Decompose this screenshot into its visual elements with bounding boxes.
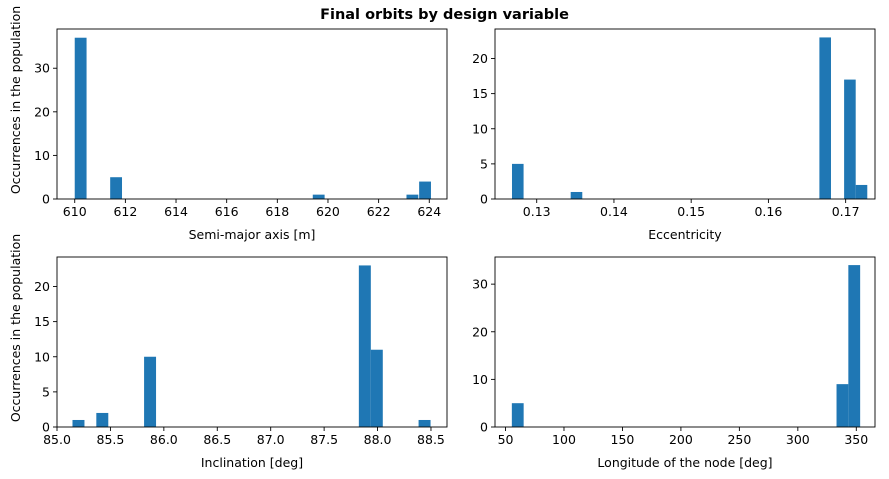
x-tick-label: 350: [844, 432, 868, 447]
x-tick-label: 0.14: [600, 204, 628, 219]
x-tick-label: 610: [63, 204, 87, 219]
y-tick-label: 0: [42, 420, 50, 435]
x-tick-label: 150: [611, 432, 635, 447]
x-tick-label: 614: [164, 204, 188, 219]
histogram-bar: [511, 163, 524, 199]
x-tick-label: 200: [669, 432, 693, 447]
y-tick-label: 20: [34, 279, 50, 294]
y-axis-label: Occurrences in the population: [8, 6, 23, 194]
figure-title: Final orbits by design variable: [320, 7, 569, 23]
y-tick-label: 20: [472, 324, 488, 339]
y-tick-label: 0: [480, 420, 488, 435]
axes-frame: [56, 256, 448, 428]
y-tick-label: 15: [34, 314, 50, 329]
axes-frame: [494, 28, 876, 200]
x-tick-label: 88.5: [417, 432, 445, 447]
histogram-bar: [74, 37, 87, 199]
x-tick-label: 616: [215, 204, 239, 219]
y-tick-label: 20: [34, 104, 50, 119]
y-tick-label: 30: [34, 61, 50, 76]
x-axis-label: Inclination [deg]: [201, 455, 303, 470]
histogram-bar: [836, 384, 849, 427]
subplot-4: 50 100 150 200 250 300 350 0 10 20 30 Longitude of …: [472, 256, 876, 470]
y-tick-label: 0: [480, 192, 488, 207]
x-tick-label: 85.0: [43, 432, 71, 447]
histogram-bar: [312, 194, 325, 199]
histogram-bar: [370, 349, 383, 427]
x-tick-label: 87.0: [257, 432, 285, 447]
y-tick-label: 10: [472, 121, 488, 136]
x-tick-label: 622: [367, 204, 391, 219]
histogram-bar: [72, 419, 85, 427]
histogram-bar: [358, 265, 371, 427]
x-tick-label: 50: [498, 432, 514, 447]
y-tick-label: 10: [34, 148, 50, 163]
histogram-bar: [844, 79, 856, 199]
y-tick-label: 0: [42, 192, 50, 207]
x-axis-label: Eccentricity: [648, 227, 722, 242]
y-tick-label: 10: [34, 349, 50, 364]
y-tick-label: 30: [472, 277, 488, 292]
y-axis-label: Occurrences in the population: [8, 234, 23, 422]
x-tick-label: 612: [113, 204, 137, 219]
histogram-bar: [855, 184, 868, 199]
y-tick-label: 10: [472, 372, 488, 387]
x-tick-label: 620: [316, 204, 340, 219]
x-tick-label: 0.13: [523, 204, 551, 219]
x-tick-label: 624: [417, 204, 441, 219]
axes-frame: [56, 28, 448, 200]
x-tick-label: 88.0: [364, 432, 392, 447]
x-tick-label: 100: [552, 432, 576, 447]
x-tick-label: 0.15: [677, 204, 705, 219]
x-tick-label: 618: [265, 204, 289, 219]
x-tick-label: 85.5: [97, 432, 125, 447]
histogram-bar: [511, 403, 524, 427]
histogram-bar: [848, 265, 861, 427]
x-tick-label: 300: [786, 432, 810, 447]
subplot-1: 610 612 614 616 618 620 622 624 0 10 20 30 Semi-majo…: [8, 6, 448, 242]
histogram-bar: [110, 177, 123, 199]
histogram-bar: [570, 191, 583, 199]
x-tick-label: 0.16: [754, 204, 782, 219]
subplot-3: 85.0 85.5 86.0 86.5 87.0 87.5 88.0 88.5 0 5 10 15 20…: [8, 234, 448, 470]
histogram-bar: [418, 419, 431, 427]
histogram-bar: [96, 412, 109, 427]
histogram-bar: [419, 181, 431, 199]
y-tick-label: 15: [472, 86, 488, 101]
x-tick-label: 0.17: [832, 204, 860, 219]
y-tick-label: 20: [472, 51, 488, 66]
x-axis-label: Semi-major axis [m]: [189, 227, 316, 242]
subplot-2: 0.13 0.14 0.15 0.16 0.17 0 5 10 15 20 Eccentricity: [472, 28, 876, 242]
histogram-bar: [819, 37, 831, 200]
histogram-bar: [144, 356, 157, 427]
x-axis-label: Longitude of the node [deg]: [597, 455, 772, 470]
y-tick-label: 5: [480, 156, 488, 171]
x-tick-label: 250: [727, 432, 751, 447]
axes-frame: [494, 256, 876, 428]
x-tick-label: 86.5: [203, 432, 231, 447]
y-tick-label: 5: [42, 384, 50, 399]
x-tick-label: 86.0: [150, 432, 178, 447]
histogram-bar: [406, 194, 419, 199]
x-tick-label: 87.5: [310, 432, 338, 447]
